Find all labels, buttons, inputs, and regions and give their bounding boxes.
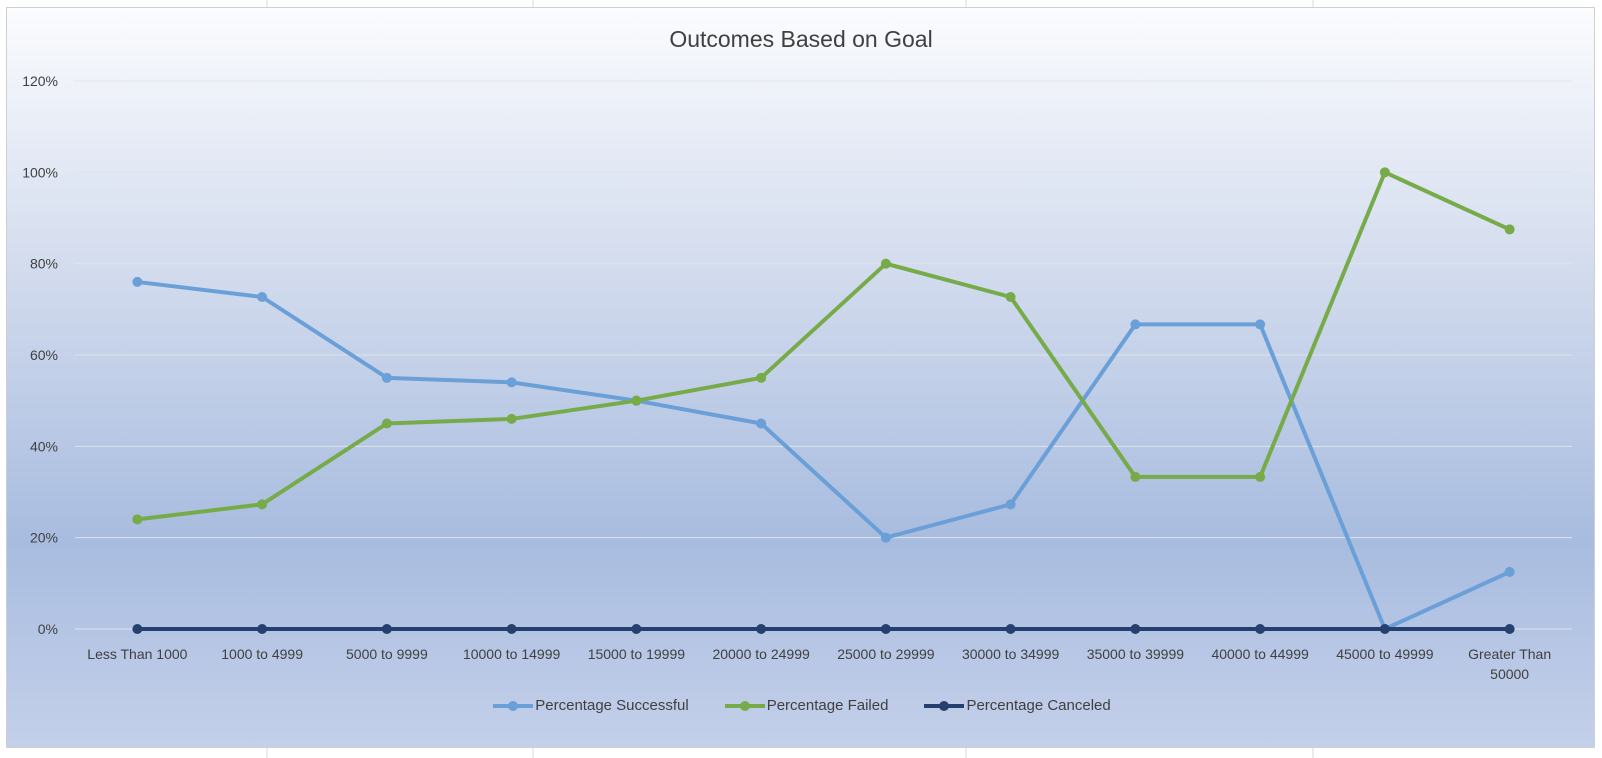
data-point-canceled <box>506 624 517 634</box>
data-point-failed <box>257 499 268 510</box>
x-tick-label: 45000 to 49999 <box>1336 646 1434 662</box>
data-point-successful <box>381 372 392 383</box>
data-point-canceled <box>631 624 642 634</box>
data-point-successful <box>132 276 143 287</box>
data-point-successful <box>1005 499 1016 510</box>
data-point-canceled <box>1005 624 1016 634</box>
x-tick-label: 40000 to 44999 <box>1211 646 1309 662</box>
x-tick-label: 1000 to 4999 <box>221 646 303 662</box>
data-point-canceled <box>756 624 767 634</box>
x-tick-label: 50000 <box>1490 666 1529 682</box>
legend-item-canceled: Percentage Canceled <box>922 697 1111 714</box>
data-point-failed <box>1130 471 1141 482</box>
legend-swatch-failed <box>724 700 765 711</box>
x-tick-label: Less Than 1000 <box>87 646 187 662</box>
data-point-failed <box>506 413 517 424</box>
x-tick-label: 25000 to 29999 <box>837 646 935 662</box>
data-point-failed <box>880 258 891 269</box>
y-tick-label: 60% <box>30 347 58 363</box>
legend-label: Percentage Canceled <box>966 697 1111 714</box>
data-point-canceled <box>1130 624 1141 634</box>
data-point-successful <box>257 292 268 303</box>
data-point-canceled <box>381 624 392 634</box>
data-point-successful <box>1130 319 1141 330</box>
x-tick-label: 20000 to 24999 <box>712 646 810 662</box>
legend-item-successful: Percentage Successful <box>491 697 689 714</box>
data-point-failed <box>132 514 143 525</box>
chart-title: Outcomes Based on Goal <box>669 26 933 52</box>
x-tick-label: Greater Than <box>1468 646 1551 662</box>
x-tick-label: 15000 to 19999 <box>588 646 686 662</box>
data-point-failed <box>1504 224 1515 235</box>
legend-label: Percentage Failed <box>766 697 889 714</box>
legend-item-failed: Percentage Failed <box>723 697 889 714</box>
data-point-canceled <box>880 624 891 634</box>
data-point-canceled <box>1379 624 1390 634</box>
data-point-canceled <box>1504 624 1515 634</box>
data-point-failed <box>1005 292 1016 303</box>
data-point-failed <box>1255 471 1266 482</box>
data-point-successful <box>880 532 891 543</box>
series-line-successful <box>135 279 1512 631</box>
x-tick-label: 5000 to 9999 <box>346 646 428 662</box>
chart-legend: Percentage Successful Percentage Failed Pe… <box>0 697 1602 714</box>
chart-container[interactable] <box>6 7 1595 748</box>
x-tick-label: 30000 to 34999 <box>962 646 1060 662</box>
data-point-failed <box>381 418 392 429</box>
y-tick-label: 40% <box>30 438 58 454</box>
y-tick-label: 120% <box>22 73 58 89</box>
data-point-successful <box>1255 319 1266 330</box>
data-point-successful <box>756 418 767 429</box>
data-point-successful <box>1504 566 1515 577</box>
y-tick-label: 0% <box>38 621 58 637</box>
data-point-canceled <box>1255 624 1266 634</box>
data-point-failed <box>1379 167 1390 178</box>
y-tick-label: 80% <box>30 256 58 272</box>
y-tick-label: 100% <box>22 164 58 180</box>
y-tick-label: 20% <box>30 530 58 546</box>
data-point-canceled <box>257 624 268 634</box>
legend-label: Percentage Successful <box>535 697 689 714</box>
legend-swatch-successful <box>493 700 534 711</box>
data-point-successful <box>506 377 517 388</box>
x-tick-label: 35000 to 39999 <box>1087 646 1185 662</box>
data-point-canceled <box>132 624 143 634</box>
series-line-failed <box>135 170 1512 522</box>
x-tick-label: 10000 to 14999 <box>463 646 561 662</box>
data-point-failed <box>756 372 767 383</box>
legend-swatch-canceled <box>924 700 965 711</box>
data-point-failed <box>631 395 642 406</box>
